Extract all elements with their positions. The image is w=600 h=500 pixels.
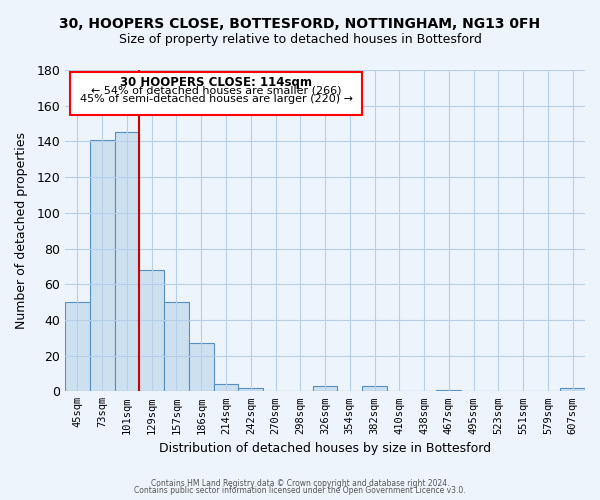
Y-axis label: Number of detached properties: Number of detached properties xyxy=(15,132,28,329)
Bar xyxy=(189,343,214,392)
FancyBboxPatch shape xyxy=(70,72,362,114)
Bar xyxy=(238,388,263,392)
Text: 45% of semi-detached houses are larger (220) →: 45% of semi-detached houses are larger (… xyxy=(80,94,353,104)
Bar xyxy=(362,386,387,392)
Bar xyxy=(65,302,90,392)
Bar xyxy=(560,388,585,392)
Bar xyxy=(214,384,238,392)
Text: Size of property relative to detached houses in Bottesford: Size of property relative to detached ho… xyxy=(119,32,481,46)
Text: 30, HOOPERS CLOSE, BOTTESFORD, NOTTINGHAM, NG13 0FH: 30, HOOPERS CLOSE, BOTTESFORD, NOTTINGHA… xyxy=(59,18,541,32)
Text: 30 HOOPERS CLOSE: 114sqm: 30 HOOPERS CLOSE: 114sqm xyxy=(120,76,312,89)
Bar xyxy=(164,302,189,392)
Text: ← 54% of detached houses are smaller (266): ← 54% of detached houses are smaller (26… xyxy=(91,85,341,95)
Text: Contains public sector information licensed under the Open Government Licence v3: Contains public sector information licen… xyxy=(134,486,466,495)
Bar xyxy=(90,140,115,392)
Bar xyxy=(313,386,337,392)
Text: Contains HM Land Registry data © Crown copyright and database right 2024.: Contains HM Land Registry data © Crown c… xyxy=(151,478,449,488)
Bar xyxy=(436,390,461,392)
X-axis label: Distribution of detached houses by size in Bottesford: Distribution of detached houses by size … xyxy=(159,442,491,455)
Bar xyxy=(115,132,139,392)
Bar xyxy=(139,270,164,392)
